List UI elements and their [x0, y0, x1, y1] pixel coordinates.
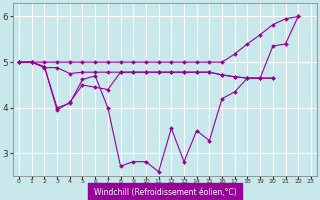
- X-axis label: Windchill (Refroidissement éolien,°C): Windchill (Refroidissement éolien,°C): [93, 188, 236, 197]
